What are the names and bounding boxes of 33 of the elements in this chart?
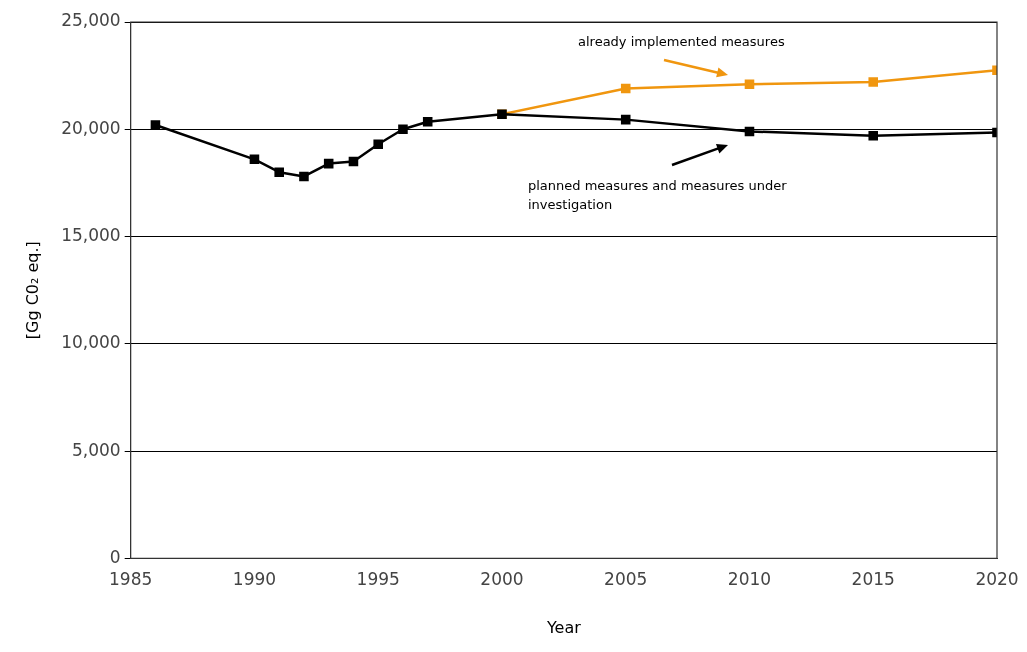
x-tick-label: 2005 bbox=[604, 569, 648, 590]
point bbox=[744, 126, 755, 137]
point bbox=[348, 156, 359, 167]
point bbox=[323, 158, 334, 169]
y-tick-label: 10,000 bbox=[61, 332, 121, 353]
point bbox=[373, 139, 383, 150]
x-tick-label: 2015 bbox=[851, 569, 895, 590]
y-tick-label: 0 bbox=[109, 546, 121, 567]
point bbox=[620, 114, 631, 125]
annotation: planned measures and measures under investigation bbox=[528, 177, 788, 214]
y-tick-label: 5,000 bbox=[72, 439, 121, 460]
x-tick-label: 2010 bbox=[727, 569, 772, 590]
point bbox=[398, 124, 408, 135]
point bbox=[150, 120, 161, 130]
x-tick-label: 2020 bbox=[975, 569, 1019, 590]
y-tick-label: 15,000 bbox=[61, 224, 121, 245]
point bbox=[422, 116, 433, 127]
point bbox=[299, 171, 309, 182]
x-tick-label: 2000 bbox=[480, 569, 524, 590]
point bbox=[868, 130, 879, 141]
point bbox=[274, 167, 284, 177]
point bbox=[620, 83, 631, 94]
x-tick-label: 1995 bbox=[356, 569, 400, 590]
point bbox=[868, 77, 879, 87]
x-axis-title: Year bbox=[545, 617, 582, 637]
x-tick-label: 1985 bbox=[109, 569, 153, 590]
y-tick-label: 20,000 bbox=[61, 117, 121, 138]
y-tick-label: 25,000 bbox=[61, 10, 121, 31]
point bbox=[249, 154, 260, 165]
annotation: already implemented measures bbox=[578, 33, 786, 51]
x-tick-label: 1990 bbox=[232, 569, 277, 590]
point bbox=[744, 79, 755, 90]
y-axis-title: [Gg C0₂ eq.] bbox=[22, 241, 42, 340]
